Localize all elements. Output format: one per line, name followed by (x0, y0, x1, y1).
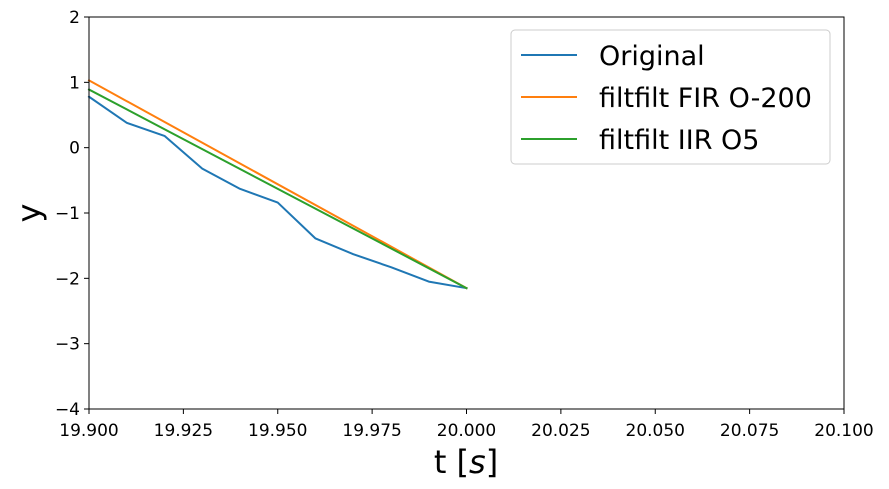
legend-label-2: filtfilt IIR O5 (599, 125, 759, 156)
x-tick-label: 19.975 (342, 421, 401, 441)
x-axis-label: t [s] (434, 443, 498, 481)
series-line-1 (87, 79, 468, 290)
ticks-layer: 19.900 19.925 19.950 19.975 20.000 20.025 20.0… (55, 8, 874, 441)
x-tick-label: 20.075 (720, 421, 779, 441)
legend-label-0: Original (599, 41, 705, 72)
legend: Original filtfilt FIR O-200 filtfilt IIR O… (510, 29, 831, 165)
y-tick-label: 0 (69, 139, 80, 159)
x-tick-label: 20.050 (626, 421, 685, 441)
x-tick-label: 19.925 (154, 421, 213, 441)
y-tick-label: −3 (55, 335, 80, 355)
x-tick-label: 20.100 (814, 421, 873, 441)
series-line-0 (87, 95, 468, 290)
x-tick-label: 19.900 (59, 421, 118, 441)
x-axis-label-math: s (469, 443, 486, 481)
x-tick-label: 19.950 (248, 421, 307, 441)
series-layer (87, 79, 468, 290)
y-tick-label: −1 (55, 204, 80, 224)
x-axis-label-close: ] (486, 443, 498, 481)
y-tick-label: −4 (55, 400, 80, 420)
y-tick-label: 2 (69, 8, 80, 28)
x-tick-label: 20.000 (437, 421, 496, 441)
legend-box (510, 29, 831, 165)
y-tick-label: −2 (55, 269, 80, 289)
x-axis-label-main: t [ (434, 443, 469, 481)
series-line-2 (87, 88, 468, 290)
y-axis-label: y (10, 204, 48, 223)
legend-label-1: filtfilt FIR O-200 (599, 83, 812, 114)
plot-frame (88, 16, 845, 410)
x-tick-label: 20.025 (531, 421, 590, 441)
y-tick-label: 1 (69, 73, 80, 93)
